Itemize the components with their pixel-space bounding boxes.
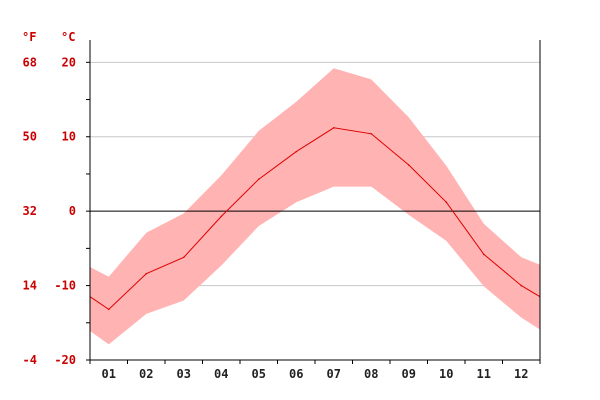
month-tick-label: 12 xyxy=(514,367,528,381)
axis-tick-labels: 68 50 32 14 -4 20 10 0 -10 -20 01 02 03 04 05 06 07 08 09 1… xyxy=(23,55,529,381)
celsius-tick-label: 10 xyxy=(62,130,76,144)
fahrenheit-unit-label: °F xyxy=(22,30,36,44)
mean-point xyxy=(520,284,523,287)
mean-point xyxy=(107,308,110,311)
mean-point xyxy=(370,132,373,135)
celsius-tick-label: 0 xyxy=(69,204,76,218)
mean-point xyxy=(482,253,485,256)
mean-point xyxy=(295,150,298,153)
fahrenheit-tick-label: 50 xyxy=(23,130,37,144)
celsius-tick-label: 20 xyxy=(62,55,76,69)
month-tick-label: 01 xyxy=(102,367,116,381)
fahrenheit-tick-label: 32 xyxy=(23,204,37,218)
celsius-unit-label: °C xyxy=(61,30,75,44)
month-tick-label: 04 xyxy=(214,367,228,381)
mean-point xyxy=(407,164,410,166)
celsius-tick-label: -20 xyxy=(54,353,76,367)
mean-point xyxy=(332,127,335,129)
mean-point xyxy=(145,272,148,275)
fahrenheit-tick-label: 14 xyxy=(23,279,37,293)
mean-temperature-line xyxy=(89,127,541,311)
fahrenheit-tick-label: 68 xyxy=(23,55,37,69)
month-tick-label: 10 xyxy=(439,367,453,381)
month-tick-label: 06 xyxy=(289,367,303,381)
mean-point xyxy=(220,215,223,218)
min-max-temperature-band xyxy=(90,68,540,345)
month-tick-label: 03 xyxy=(177,367,191,381)
month-tick-label: 09 xyxy=(402,367,416,381)
mean-point xyxy=(257,178,260,180)
month-tick-label: 07 xyxy=(327,367,341,381)
month-tick-label: 11 xyxy=(477,367,491,381)
axis-ticks xyxy=(86,61,541,364)
month-tick-label: 05 xyxy=(252,367,266,381)
celsius-tick-label: -10 xyxy=(54,279,76,293)
mean-point xyxy=(445,201,448,204)
month-tick-label: 02 xyxy=(139,367,153,381)
mean-point xyxy=(182,256,185,259)
fahrenheit-tick-label: -4 xyxy=(23,353,37,367)
month-tick-label: 08 xyxy=(364,367,378,381)
